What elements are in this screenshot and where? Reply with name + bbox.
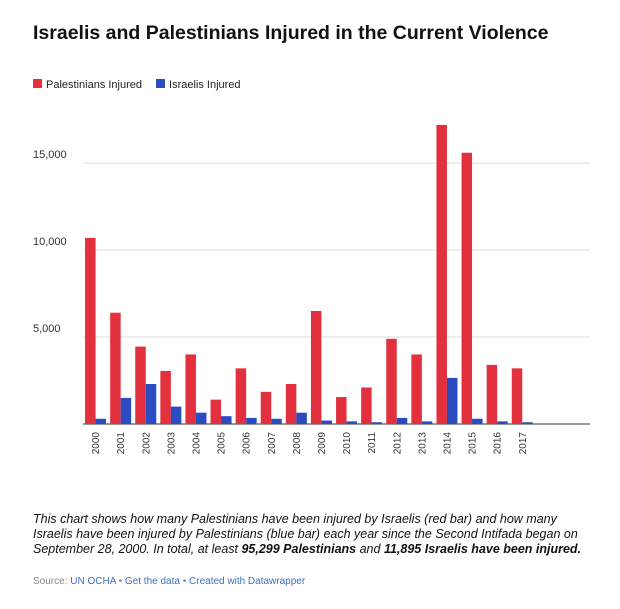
bar <box>221 416 232 424</box>
bar <box>296 412 307 424</box>
x-tick-label: 2002 <box>141 432 152 455</box>
description-text: This chart shows how many Palestinians h… <box>33 512 578 556</box>
y-tick-label: 10,000 <box>33 236 67 248</box>
x-tick-label: 2017 <box>518 432 529 455</box>
source-link[interactable]: UN OCHA <box>70 576 116 587</box>
legend-label: Israelis Injured <box>169 79 241 91</box>
bar <box>285 384 297 424</box>
x-tick-label: 2014 <box>442 432 453 455</box>
x-tick-label: 2004 <box>191 432 202 455</box>
bar <box>436 124 447 425</box>
description: This chart shows how many Palestinians h… <box>33 512 593 557</box>
separator: • <box>182 576 187 587</box>
source-line: Source: UN OCHA • Get the data • Created… <box>33 576 305 587</box>
x-tick-label: 2006 <box>242 432 253 455</box>
x-tick-label: 2010 <box>342 432 353 455</box>
description-bold: 95,299 Palestinians <box>241 542 357 556</box>
x-tick-label: 2011 <box>367 432 378 454</box>
bar <box>472 418 483 424</box>
separator: • <box>118 576 123 587</box>
bar <box>185 354 196 424</box>
legend: Palestinians Injured Israelis Injured <box>33 79 241 91</box>
x-tick-label: 2015 <box>468 432 479 455</box>
x-tick-label: 2008 <box>292 432 303 455</box>
bar <box>446 377 458 424</box>
x-tick-label: 2013 <box>417 432 428 455</box>
bar <box>497 421 508 424</box>
bar <box>461 152 473 424</box>
data-link[interactable]: Get the data <box>124 576 180 587</box>
bar <box>95 418 107 424</box>
bar <box>386 338 397 424</box>
bar <box>235 368 247 424</box>
x-tick-label: 2016 <box>493 432 504 455</box>
bar <box>145 384 157 424</box>
bar <box>511 368 523 424</box>
bar <box>336 397 347 424</box>
bar <box>411 354 422 424</box>
description-text: and <box>356 542 384 556</box>
bar <box>310 310 322 424</box>
bar <box>271 418 282 424</box>
bar <box>110 312 121 424</box>
bar <box>371 422 383 424</box>
y-tick-label: 5,000 <box>33 323 61 335</box>
bar <box>522 422 533 424</box>
bar <box>85 237 96 424</box>
bar <box>120 397 132 424</box>
chart-title: Israelis and Palestinians Injured in the… <box>33 22 549 44</box>
x-tick-label: 2012 <box>392 432 403 455</box>
datawrapper-link[interactable]: Created with Datawrapper <box>189 576 306 587</box>
bar <box>486 364 498 424</box>
bar <box>421 421 433 424</box>
x-tick-label: 2005 <box>217 432 228 455</box>
x-tick-label: 2001 <box>116 432 127 455</box>
bar <box>195 412 207 424</box>
y-tick-label: 15,000 <box>33 149 67 161</box>
bar <box>346 421 358 424</box>
bar <box>210 399 222 424</box>
source-label: Source: <box>33 576 68 587</box>
bar <box>396 417 408 424</box>
bar <box>246 417 257 424</box>
chart: Israelis and Palestinians Injured in the… <box>33 22 590 455</box>
description-bold: 11,895 Israelis have been injured. <box>383 542 582 556</box>
bar <box>321 420 332 424</box>
bar <box>170 406 182 424</box>
legend-swatch <box>156 79 166 88</box>
x-tick-label: 2009 <box>317 432 328 455</box>
x-tick-label: 2003 <box>166 432 177 455</box>
x-tick-label: 2007 <box>267 432 278 455</box>
legend-label: Palestinians Injured <box>46 79 142 91</box>
x-tick-label: 2000 <box>91 432 102 455</box>
bar <box>135 346 146 424</box>
legend-swatch <box>33 79 42 88</box>
bar <box>160 370 171 424</box>
bar <box>260 391 272 424</box>
bar <box>361 387 372 424</box>
